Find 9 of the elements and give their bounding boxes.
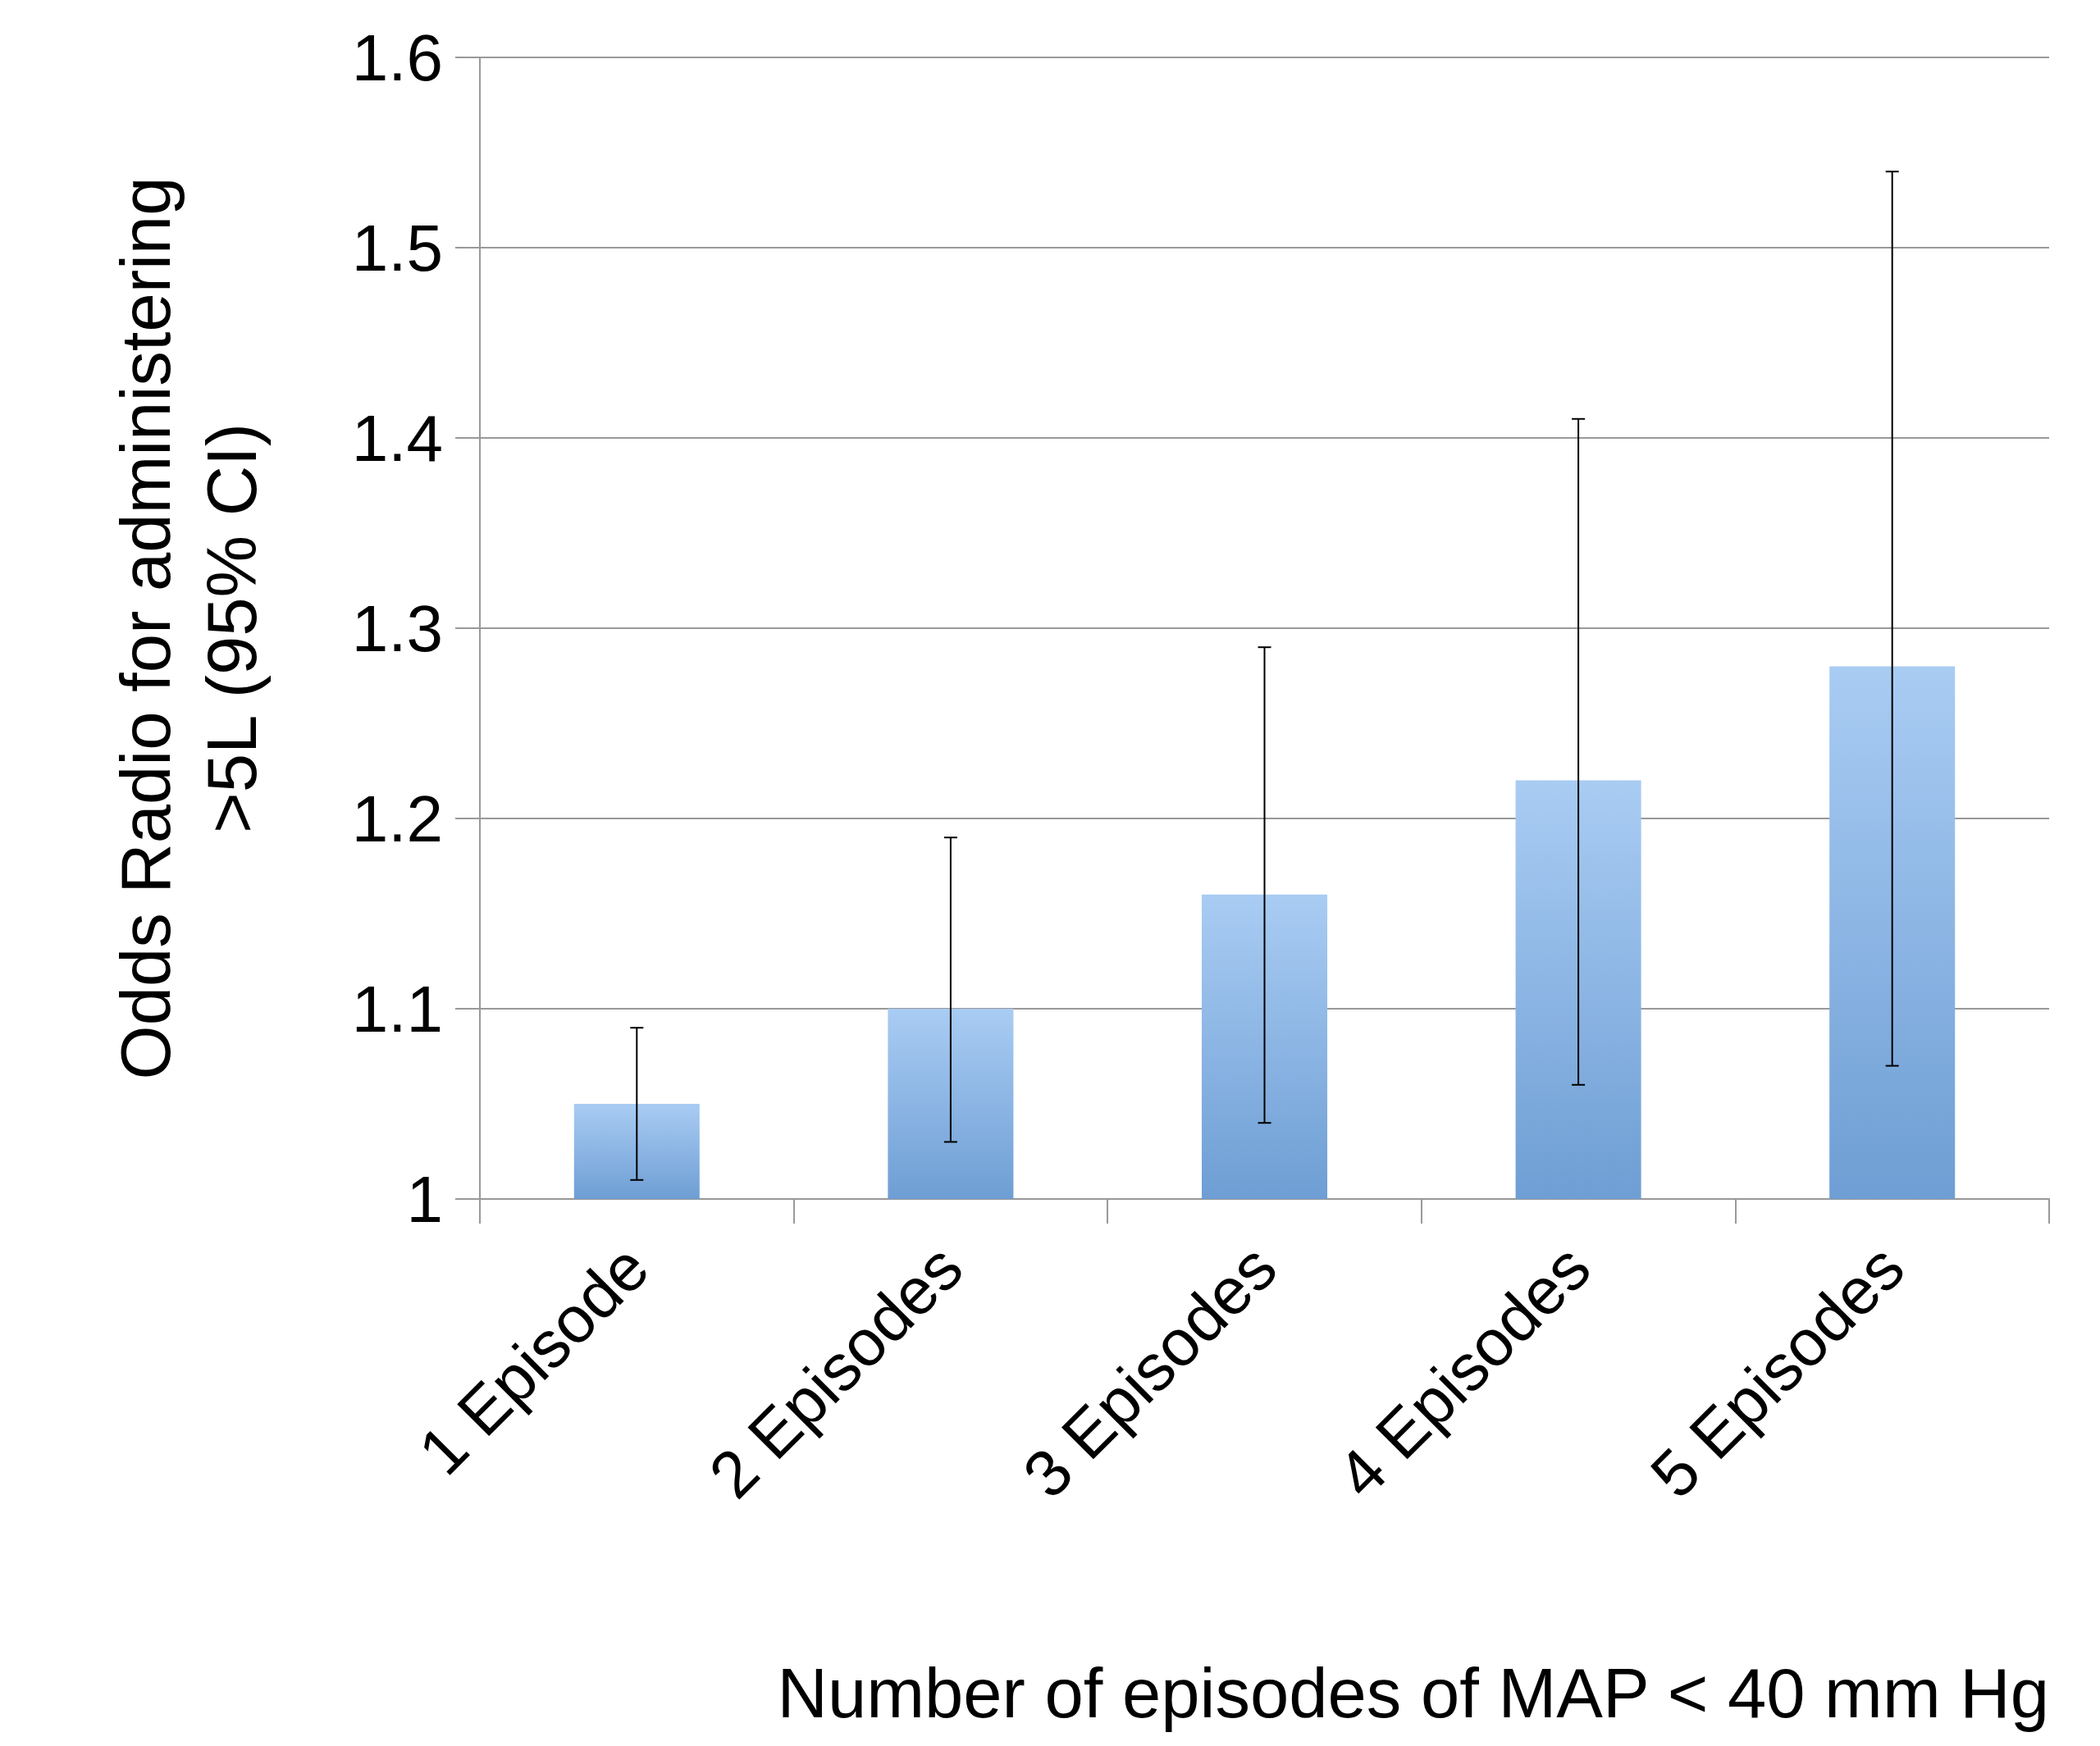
y-tick-label: 1.6: [351, 21, 443, 94]
y-tick-label: 1.4: [351, 401, 443, 475]
y-tick-label: 1.1: [351, 972, 443, 1046]
x-axis-title: Number of episodes of MAP < 40 mm Hg: [777, 1654, 2049, 1732]
y-axis-title: Odds Radio for administering >5L (95% CI): [107, 176, 271, 1080]
y-tick-label: 1.2: [351, 782, 443, 855]
y-tick-label: 1.5: [351, 211, 443, 285]
y-tick-label: 1: [406, 1162, 443, 1236]
y-tick-label: 1.3: [351, 591, 443, 665]
